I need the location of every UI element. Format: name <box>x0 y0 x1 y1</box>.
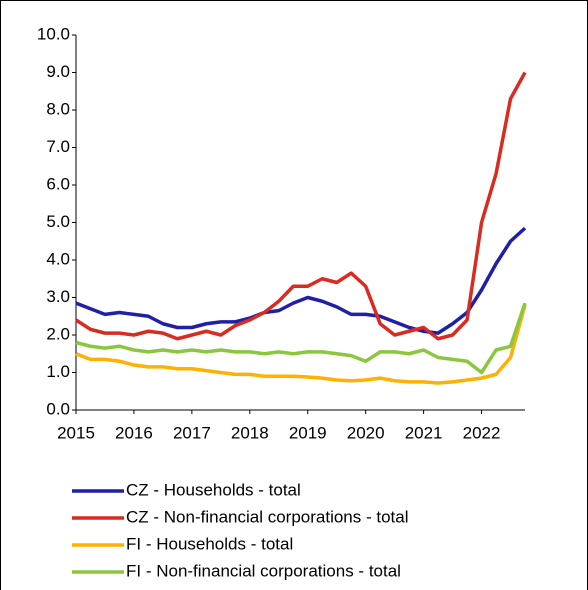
legend-label: FI - Households - total <box>126 534 293 553</box>
x-tick-label: 2018 <box>231 423 269 442</box>
series-line <box>75 71 527 341</box>
x-tick-label: 2017 <box>173 423 211 442</box>
y-tick-label: 8.0 <box>46 99 70 118</box>
x-tick-label: 2020 <box>347 423 385 442</box>
y-tick-label: 0.0 <box>46 399 70 418</box>
y-tick-label: 1.0 <box>46 362 70 381</box>
y-tick-label: 7.0 <box>46 137 70 156</box>
legend-label: CZ - Households - total <box>126 480 301 499</box>
x-tick-label: 2016 <box>115 423 153 442</box>
series-line <box>75 302 527 375</box>
y-tick-label: 9.0 <box>46 62 70 81</box>
series-line <box>75 226 527 335</box>
y-tick-label: 6.0 <box>46 174 70 193</box>
y-tick-label: 5.0 <box>46 212 70 231</box>
x-tick-label: 2022 <box>463 423 501 442</box>
x-tick-label: 2015 <box>57 423 95 442</box>
y-tick-label: 3.0 <box>46 287 70 306</box>
x-tick-label: 2019 <box>289 423 327 442</box>
series-line <box>75 304 527 385</box>
y-tick-label: 10.0 <box>37 24 70 43</box>
legend-label: CZ - Non-financial corporations - total <box>126 507 409 526</box>
x-tick-label: 2021 <box>405 423 443 442</box>
legend-label: FI - Non-financial corporations - total <box>126 561 401 580</box>
y-tick-label: 4.0 <box>46 249 70 268</box>
y-tick-label: 2.0 <box>46 324 70 343</box>
